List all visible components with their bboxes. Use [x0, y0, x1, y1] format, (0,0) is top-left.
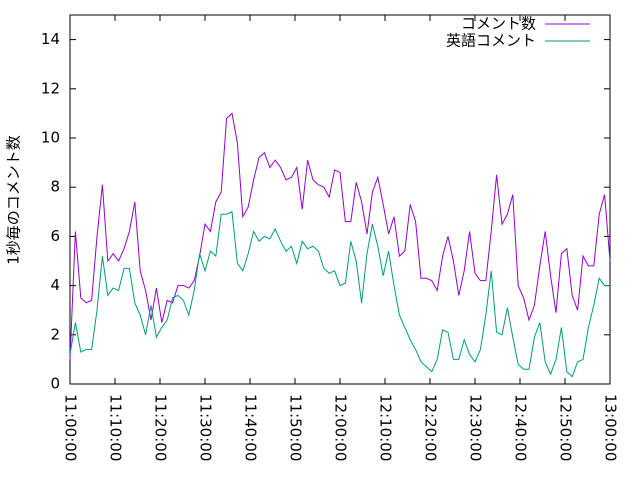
x-tick-label: 12:20:00: [422, 394, 440, 461]
x-tick-label: 11:50:00: [287, 394, 305, 461]
x-tick-label: 13:00:00: [602, 394, 620, 461]
x-tick-label: 11:30:00: [197, 394, 215, 461]
x-tick-label: 12:30:00: [467, 394, 485, 461]
x-tick-label: 12:10:00: [377, 394, 395, 461]
y-tick-label: 10: [41, 129, 60, 147]
legend-label: 英語コメント: [446, 32, 536, 50]
legend-label: コメント数: [461, 15, 536, 33]
x-tick-label: 12:50:00: [557, 394, 575, 461]
x-tick-label: 11:00:00: [62, 394, 80, 461]
x-tick-label: 12:40:00: [512, 394, 530, 461]
y-tick-label: 2: [50, 325, 60, 343]
y-axis-label: 1秒毎のコメント数: [5, 135, 23, 265]
y-tick-label: 12: [41, 79, 60, 97]
y-tick-label: 8: [50, 178, 60, 196]
series-line: [69, 112, 611, 360]
y-tick-label: 4: [50, 276, 60, 294]
y-tick-label: 0: [50, 375, 60, 393]
x-tick-label: 11:20:00: [152, 394, 170, 461]
series-line: [69, 211, 610, 378]
x-tick-label: 12:00:00: [332, 394, 350, 461]
plot-frame: [69, 14, 611, 385]
x-tick-label: 11:10:00: [107, 394, 125, 461]
y-tick-label: 6: [50, 227, 60, 245]
y-tick-label: 14: [41, 30, 60, 48]
x-tick-label: 11:40:00: [242, 394, 260, 461]
